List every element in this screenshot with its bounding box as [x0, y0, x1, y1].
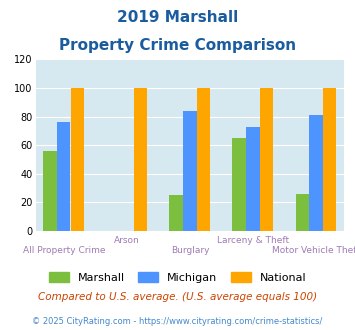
Bar — [233, 138, 246, 231]
Bar — [43, 151, 56, 231]
Text: Larceny & Theft: Larceny & Theft — [217, 236, 289, 245]
Bar — [57, 122, 71, 231]
Bar — [309, 115, 323, 231]
Bar — [295, 194, 309, 231]
Bar — [260, 88, 273, 231]
Text: Property Crime Comparison: Property Crime Comparison — [59, 38, 296, 53]
Text: Compared to U.S. average. (U.S. average equals 100): Compared to U.S. average. (U.S. average … — [38, 292, 317, 302]
Bar — [197, 88, 211, 231]
Text: All Property Crime: All Property Crime — [23, 246, 105, 255]
Text: Arson: Arson — [114, 236, 140, 245]
Text: Motor Vehicle Theft: Motor Vehicle Theft — [272, 246, 355, 255]
Bar — [246, 127, 260, 231]
Bar — [323, 88, 337, 231]
Text: Burglary: Burglary — [171, 246, 209, 255]
Bar — [183, 111, 197, 231]
Text: © 2025 CityRating.com - https://www.cityrating.com/crime-statistics/: © 2025 CityRating.com - https://www.city… — [32, 317, 323, 326]
Legend: Marshall, Michigan, National: Marshall, Michigan, National — [44, 268, 311, 287]
Bar — [134, 88, 147, 231]
Bar — [71, 88, 84, 231]
Text: 2019 Marshall: 2019 Marshall — [117, 10, 238, 25]
Bar — [169, 195, 183, 231]
